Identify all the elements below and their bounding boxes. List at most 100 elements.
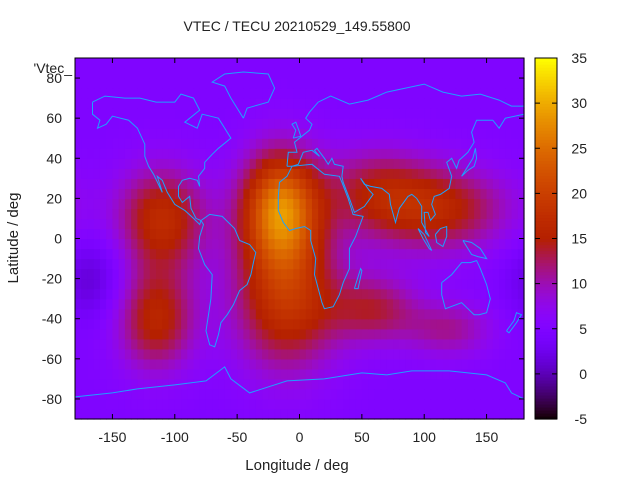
heatmap-cell bbox=[87, 108, 95, 119]
heatmap-cell bbox=[374, 98, 382, 109]
coastline-new-zealand bbox=[506, 312, 523, 334]
heatmap-cell bbox=[187, 158, 195, 169]
heatmap-cell bbox=[299, 208, 307, 220]
heatmap-cell bbox=[393, 248, 400, 260]
heatmap-cell bbox=[174, 78, 182, 89]
heatmap-cell bbox=[311, 348, 319, 360]
heatmap-cell bbox=[262, 208, 269, 220]
heatmap-cell bbox=[324, 328, 332, 340]
heatmap-cell bbox=[299, 238, 307, 250]
heatmap-cell bbox=[131, 228, 138, 240]
colorbar-step bbox=[535, 178, 557, 182]
heatmap-cell bbox=[355, 68, 363, 79]
heatmap-cell bbox=[511, 118, 519, 129]
heatmap-cell bbox=[149, 218, 157, 230]
heatmap-cell bbox=[492, 328, 500, 340]
heatmap-cell bbox=[199, 108, 207, 119]
heatmap-cell bbox=[499, 358, 506, 370]
heatmap-cell bbox=[205, 398, 213, 410]
colorbar-step bbox=[535, 301, 557, 306]
heatmap-cell bbox=[505, 328, 513, 340]
heatmap-cell bbox=[181, 198, 188, 210]
heatmap-cell bbox=[93, 108, 101, 119]
heatmap-cell bbox=[199, 388, 207, 400]
heatmap-cell bbox=[162, 328, 170, 340]
heatmap-cell bbox=[280, 98, 288, 109]
heatmap-cell bbox=[405, 118, 413, 129]
heatmap-cell bbox=[405, 358, 413, 370]
heatmap-cell bbox=[405, 178, 413, 189]
heatmap-cell bbox=[193, 178, 201, 189]
heatmap-cell bbox=[187, 358, 195, 370]
heatmap-cell bbox=[499, 148, 506, 159]
heatmap-cell bbox=[75, 298, 82, 310]
heatmap-cell bbox=[268, 58, 276, 69]
heatmap-cell bbox=[361, 168, 369, 179]
heatmap-cell bbox=[99, 268, 107, 280]
heatmap-cell bbox=[318, 88, 326, 99]
heatmap-cell bbox=[149, 338, 157, 350]
heatmap-cell bbox=[237, 338, 244, 350]
heatmap-cell bbox=[349, 238, 357, 250]
heatmap-cell bbox=[355, 198, 363, 210]
heatmap-cell bbox=[411, 288, 419, 300]
heatmap-cell bbox=[237, 248, 244, 260]
heatmap-cell bbox=[399, 228, 407, 240]
heatmap-cell bbox=[349, 68, 357, 79]
heatmap-cell bbox=[324, 308, 332, 320]
heatmap-cell bbox=[461, 208, 469, 220]
heatmap-cell bbox=[149, 208, 157, 220]
heatmap-cell bbox=[212, 238, 220, 250]
heatmap-cell bbox=[243, 318, 251, 330]
heatmap-cell bbox=[287, 168, 294, 179]
heatmap-cell bbox=[486, 198, 494, 210]
heatmap-cell bbox=[156, 348, 163, 360]
heatmap-cell bbox=[461, 218, 469, 230]
heatmap-cell bbox=[168, 138, 176, 149]
heatmap-cell bbox=[449, 118, 457, 129]
heatmap-cell bbox=[280, 238, 288, 250]
heatmap-cell bbox=[149, 118, 157, 129]
heatmap-cell bbox=[137, 348, 145, 360]
heatmap-cell bbox=[93, 128, 101, 139]
heatmap-cell bbox=[417, 238, 425, 250]
heatmap-cell bbox=[106, 278, 114, 290]
heatmap-cell bbox=[430, 128, 438, 139]
heatmap-cell bbox=[99, 128, 107, 139]
heatmap-cell bbox=[355, 178, 363, 189]
heatmap-cell bbox=[93, 248, 101, 260]
heatmap-cell bbox=[274, 58, 282, 69]
heatmap-cell bbox=[343, 378, 350, 390]
heatmap-cell bbox=[87, 88, 95, 99]
heatmap-cell bbox=[405, 248, 413, 260]
heatmap-cell bbox=[311, 288, 319, 300]
heatmap-cell bbox=[461, 338, 469, 350]
heatmap-cell bbox=[99, 198, 107, 210]
heatmap-cell bbox=[474, 88, 481, 99]
heatmap-cell bbox=[430, 298, 438, 310]
heatmap-cell bbox=[461, 68, 469, 79]
colorbar-step bbox=[535, 415, 557, 420]
heatmap-cell bbox=[75, 408, 82, 420]
heatmap-cell bbox=[187, 348, 195, 360]
heatmap-cell bbox=[249, 108, 257, 119]
heatmap-cell bbox=[411, 328, 419, 340]
heatmap-cell bbox=[355, 188, 363, 199]
heatmap-cell bbox=[268, 348, 276, 360]
heatmap-cell bbox=[262, 258, 269, 270]
heatmap-cell bbox=[461, 118, 469, 129]
heatmap-cell bbox=[212, 268, 220, 280]
heatmap-cell bbox=[137, 118, 145, 129]
heatmap-cell bbox=[405, 298, 413, 310]
heatmap-cell bbox=[386, 378, 394, 390]
heatmap-cell bbox=[436, 268, 444, 280]
heatmap-cell bbox=[324, 138, 332, 149]
heatmap-cell bbox=[393, 358, 400, 370]
heatmap-cell bbox=[162, 238, 170, 250]
heatmap-cell bbox=[492, 248, 500, 260]
heatmap-cell bbox=[405, 278, 413, 290]
heatmap-cell bbox=[474, 198, 481, 210]
colorbar-step bbox=[535, 226, 557, 231]
heatmap-cell bbox=[517, 268, 525, 280]
heatmap-cell bbox=[199, 118, 207, 129]
